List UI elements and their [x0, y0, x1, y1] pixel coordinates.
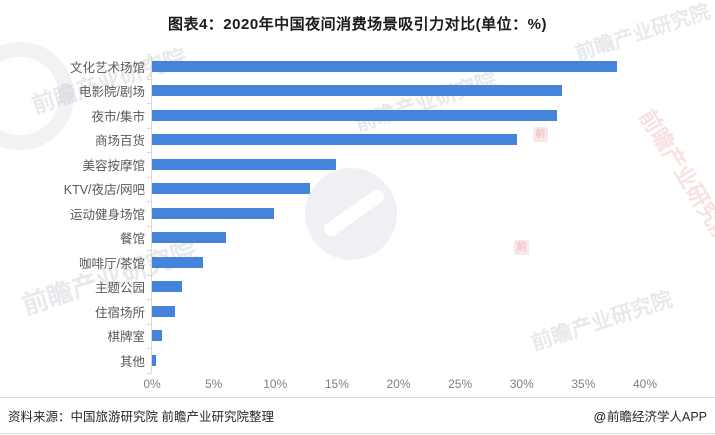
chart-row: 美容按摩馆 — [0, 152, 715, 177]
category-tick — [147, 323, 151, 325]
chart-row: 电影院/剧场 — [0, 79, 715, 104]
bar — [152, 85, 563, 97]
chart-row: 咖啡厅/茶馆 — [0, 250, 715, 275]
bar — [152, 305, 176, 317]
category-tick — [147, 348, 151, 349]
bar — [152, 330, 162, 342]
bar-track — [152, 226, 645, 251]
category-tick — [147, 274, 151, 276]
bar-track — [152, 152, 645, 177]
chart-row: 文化艺术场馆 — [0, 54, 715, 79]
x-axis: 0% 5% 10% 15% 20% 25% 30% 35% 40% — [143, 377, 657, 391]
category-label: 住宿场所 — [94, 305, 145, 320]
bar — [152, 158, 336, 170]
chart-row: 住宿场所 — [0, 299, 715, 324]
bar — [152, 281, 182, 293]
bar — [152, 109, 558, 121]
category-tick — [147, 176, 151, 178]
bar-track — [152, 79, 645, 104]
category-label: 电影院/剧场 — [79, 85, 145, 100]
x-axis-tick-label: 25% — [448, 377, 473, 391]
category-tick — [147, 201, 151, 202]
bar — [152, 134, 517, 146]
chart-rows: 文化艺术场馆电影院/剧场夜市/集市商场百货美容按摩馆 KTV/夜店/网吧 运动健身场… — [0, 54, 715, 373]
credit-label: 前瞻经济学人APP — [606, 410, 707, 424]
x-axis-tick-label: 10% — [263, 377, 288, 391]
bar-track — [152, 103, 645, 128]
bar-track — [152, 177, 645, 202]
chart-row: 餐馆 — [0, 226, 715, 251]
x-axis-tick-label: 15% — [324, 377, 349, 391]
x-axis-tick-label: 5% — [204, 377, 223, 391]
category-tick — [147, 372, 151, 374]
bar-track — [152, 324, 645, 349]
category-label: 夜市/集市 — [91, 109, 145, 124]
bar — [152, 207, 275, 219]
category-label: 商场百货 — [94, 134, 145, 149]
category-tick — [147, 103, 151, 104]
category-tick — [147, 299, 151, 300]
bar-track — [152, 348, 645, 373]
chart-row: 夜市/集市 — [0, 103, 715, 128]
category-label: 主题公园 — [94, 281, 145, 296]
x-axis-tick-label: 20% — [386, 377, 411, 391]
credit-text: @前瞻经济学人APP — [594, 406, 707, 425]
category-tick — [147, 250, 151, 251]
bar-track — [152, 299, 645, 324]
bar — [152, 354, 156, 366]
chart-title: 图表4：2020年中国夜间消费场景吸引力对比(单位：%) — [167, 16, 548, 33]
category-label: 文化艺术场馆 — [69, 60, 145, 75]
category-label: 棋牌室 — [107, 330, 145, 345]
chart-row: 其他 — [0, 348, 715, 373]
bar-track — [152, 275, 645, 300]
chart-row: 棋牌室 — [0, 324, 715, 349]
category-tick — [147, 127, 151, 129]
category-tick — [147, 225, 151, 227]
category-label: 咖啡厅/茶馆 — [79, 256, 145, 271]
category-tick — [147, 78, 151, 80]
page-bottom-border — [0, 433, 715, 434]
bar-track — [152, 128, 645, 153]
category-tick — [147, 152, 151, 153]
category-tick — [147, 54, 151, 55]
bar-track — [152, 54, 645, 79]
x-axis-tick-label: 0% — [143, 377, 161, 391]
x-axis-tick-label: 40% — [632, 377, 658, 391]
bar — [152, 232, 226, 244]
footer-divider — [0, 397, 715, 398]
bar-track — [152, 250, 645, 275]
source-text: 资料来源：中国旅游研究院 前瞻产业研究院整理 — [8, 410, 274, 424]
bar-track — [152, 201, 645, 226]
category-label: 餐馆 — [119, 232, 145, 247]
category-label: KTV/夜店/网吧 — [63, 183, 145, 198]
chart-row: 主题公园 — [0, 275, 715, 300]
x-axis-tick-label: 30% — [509, 377, 534, 391]
category-label: 美容按摩馆 — [82, 158, 145, 173]
x-axis-tick-label: 35% — [571, 377, 596, 391]
category-label: 其他 — [119, 354, 145, 369]
chart-row: 商场百货 — [0, 128, 715, 153]
chart-row: KTV/夜店/网吧 — [0, 177, 715, 202]
category-label: 运动健身场馆 — [69, 207, 145, 222]
bar — [152, 256, 203, 268]
bar — [152, 60, 617, 72]
chart-row: 运动健身场馆 — [0, 201, 715, 226]
y-axis-line — [151, 56, 152, 373]
bar — [152, 183, 310, 195]
qianzhan-logo-icon: @ — [593, 410, 606, 424]
